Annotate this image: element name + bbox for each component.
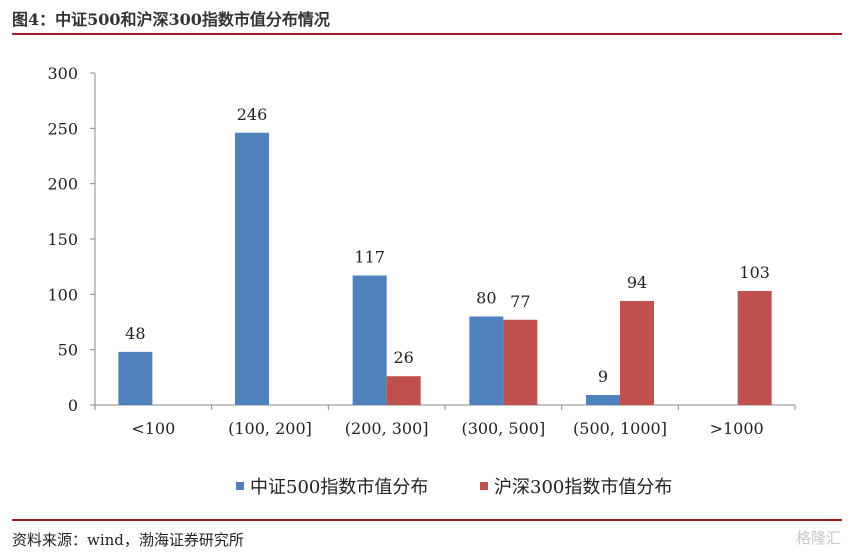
x-tick-label: >1000 — [710, 419, 764, 438]
x-axis: <100 (100, 200] (200, 300] (300, 500] (500, … — [94, 404, 796, 438]
title-divider — [12, 33, 842, 35]
bar — [352, 275, 387, 405]
x-tick-label: (300, 500] — [461, 419, 545, 438]
data-label: 117 — [354, 248, 385, 267]
y-tick-label: 250 — [47, 119, 78, 138]
data-label: 48 — [125, 324, 145, 343]
bar — [118, 351, 153, 405]
data-label: 77 — [510, 292, 530, 311]
y-tick-label: 100 — [47, 285, 78, 304]
watermark: 格隆汇 — [795, 529, 841, 547]
data-label: 246 — [237, 105, 268, 124]
bar — [235, 132, 269, 405]
y-tick-label: 150 — [47, 230, 78, 249]
footer-divider — [12, 519, 842, 521]
bar-chart: 0 50 100 150 200 250 300 <100 (100, 200] (200, 3… — [47, 64, 796, 498]
x-tick-label: <100 — [131, 419, 175, 438]
bar — [469, 316, 504, 405]
y-tick-label: 300 — [47, 64, 78, 83]
bar — [620, 300, 654, 405]
x-tick-label: (100, 200] — [228, 419, 312, 438]
source-note: 资料来源：wind，渤海证券研究所 — [12, 531, 244, 549]
data-label: 103 — [739, 263, 770, 282]
bar — [586, 395, 620, 405]
bars: 48 246 117 26 80 77 9 94 103 — [118, 105, 772, 405]
data-label: 80 — [476, 288, 496, 307]
chart-title: 图4：中证500和沪深300指数市值分布情况 — [12, 10, 330, 29]
x-tick-label: (500, 1000] — [573, 419, 667, 438]
legend-swatch — [236, 482, 244, 490]
legend: 中证500指数市值分布 沪深300指数市值分布 — [236, 477, 672, 498]
y-tick-label: 50 — [58, 341, 78, 360]
legend-label: 中证500指数市值分布 — [250, 477, 428, 498]
y-axis: 0 50 100 150 200 250 300 — [47, 64, 96, 415]
data-label: 26 — [393, 348, 413, 367]
y-tick-label: 0 — [68, 396, 78, 415]
legend-label: 沪深300指数市值分布 — [494, 477, 672, 498]
bar — [503, 319, 538, 405]
bar — [386, 376, 421, 405]
bar — [737, 291, 772, 405]
x-tick-label: (200, 300] — [345, 419, 429, 438]
legend-swatch — [480, 482, 488, 490]
data-label: 9 — [598, 367, 608, 386]
data-label: 94 — [627, 273, 647, 292]
y-tick-label: 200 — [47, 175, 78, 194]
